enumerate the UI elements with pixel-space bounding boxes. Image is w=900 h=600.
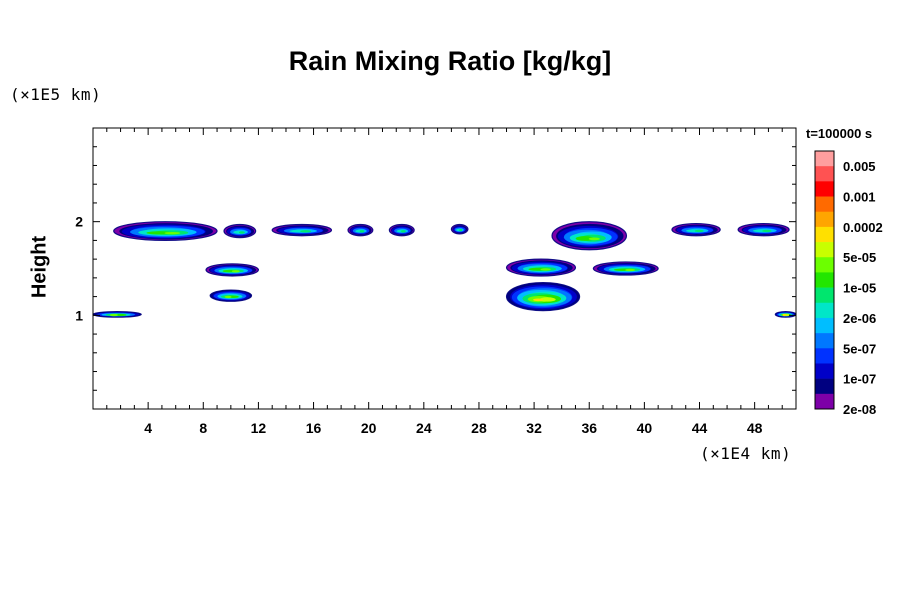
cloud-contour <box>762 229 772 233</box>
x-tick-label: 44 <box>692 420 708 436</box>
colorbar-label: 5e-05 <box>843 250 876 265</box>
cloud-contour <box>238 231 245 234</box>
cloud-region <box>271 223 333 237</box>
cloud-region <box>388 223 415 237</box>
cloud-region <box>737 222 790 237</box>
cloud-region <box>505 281 581 312</box>
colorbar-label: 0.001 <box>843 190 876 205</box>
x-tick-label: 4 <box>144 420 152 436</box>
cloud-contour <box>694 229 704 233</box>
colorbar-swatch <box>815 181 834 197</box>
colorbar-swatch <box>815 393 834 410</box>
cloud-contour <box>359 230 365 233</box>
x-tick-label: 24 <box>416 420 432 436</box>
x-tick-label: 28 <box>471 420 487 436</box>
colorbar-swatch <box>815 348 834 364</box>
x-tick-label: 12 <box>251 420 267 436</box>
colorbar-swatch <box>815 272 834 288</box>
cloud-region <box>774 310 797 318</box>
y-tick-label: 2 <box>75 214 83 230</box>
cloud-edge <box>671 222 721 237</box>
x-axis-unit: (×1E4 km) <box>700 444 792 463</box>
cloud-contour <box>588 237 600 241</box>
cloud-edge <box>271 223 333 237</box>
cloud-region <box>92 310 142 318</box>
cloud-region <box>592 261 659 276</box>
colorbar-label: 1e-07 <box>843 372 876 387</box>
colorbar-swatch <box>815 257 834 273</box>
colorbar-swatch <box>815 363 834 379</box>
cloud-edge <box>505 258 577 277</box>
colorbar-swatch <box>815 211 834 228</box>
cloud-contour <box>231 270 240 273</box>
cloud-contour <box>109 313 118 317</box>
colorbar-swatch <box>815 242 834 258</box>
x-tick-label: 36 <box>581 420 597 436</box>
cloud-region <box>223 223 257 239</box>
cloud-contour <box>575 236 594 241</box>
cloud-edge <box>113 221 218 242</box>
cloud-region <box>450 223 469 235</box>
colorbar-swatch <box>815 287 834 304</box>
cloud-edge <box>209 289 253 302</box>
time-label: t=100000 s <box>806 126 873 141</box>
colorbar-label: 1e-05 <box>843 281 876 296</box>
cloud-edge <box>450 223 469 235</box>
colorbar-label: 0.0002 <box>843 220 883 235</box>
colorbar-swatch <box>815 166 834 182</box>
cloud-region <box>551 221 628 251</box>
chart-title: Rain Mixing Ratio [kg/kg] <box>288 46 612 76</box>
cloud-contour <box>625 268 636 272</box>
cloud-region <box>505 258 577 277</box>
colorbar-swatch <box>815 333 834 349</box>
cloud-edge <box>737 222 790 237</box>
y-tick-label: 1 <box>75 307 83 323</box>
cloud-edge <box>592 261 659 276</box>
cloud-contour <box>782 313 786 317</box>
cloud-edge <box>505 281 581 312</box>
cloud-region <box>113 221 218 242</box>
cloud-edge <box>347 223 374 237</box>
colorbar-swatch <box>815 302 834 319</box>
cloud-contour <box>164 231 181 235</box>
y-axis-unit: (×1E5 km) <box>10 85 102 104</box>
x-tick-label: 48 <box>747 420 763 436</box>
colorbar-label: 2e-06 <box>843 311 876 326</box>
cloud-contour <box>401 230 406 233</box>
cloud-contour <box>784 313 790 317</box>
colorbar-swatch <box>815 378 834 395</box>
cloud-contour <box>459 228 463 232</box>
cloud-contour <box>533 298 544 302</box>
cloud-region <box>671 222 721 237</box>
cloud-edge <box>551 221 628 251</box>
cloud-contour <box>539 297 556 302</box>
cloud-region <box>205 263 260 277</box>
cloud-contour <box>300 230 312 233</box>
colorbar-swatch <box>815 226 834 243</box>
colorbar-swatch <box>815 151 834 167</box>
colorbar-swatch <box>815 317 834 334</box>
x-tick-label: 32 <box>526 420 542 436</box>
colorbar-label: 5e-07 <box>843 341 876 356</box>
colorbar-swatch <box>815 196 834 213</box>
cloud-contour <box>540 268 551 271</box>
colorbar-frame <box>814 150 835 410</box>
x-tick-label: 16 <box>306 420 322 436</box>
colorbar-label: 2e-08 <box>843 402 876 417</box>
cloud-region <box>209 289 253 302</box>
x-tick-label: 20 <box>361 420 377 436</box>
colorbar-label: 0.005 <box>843 159 876 174</box>
plot-frame <box>92 127 797 410</box>
cloud-edge <box>205 263 260 277</box>
cloud-contour <box>224 295 232 299</box>
cloud-region <box>347 223 374 237</box>
x-tick-label: 8 <box>199 420 207 436</box>
x-tick-label: 40 <box>637 420 653 436</box>
cloud-edge <box>388 223 415 237</box>
cloud-edge <box>223 223 257 239</box>
